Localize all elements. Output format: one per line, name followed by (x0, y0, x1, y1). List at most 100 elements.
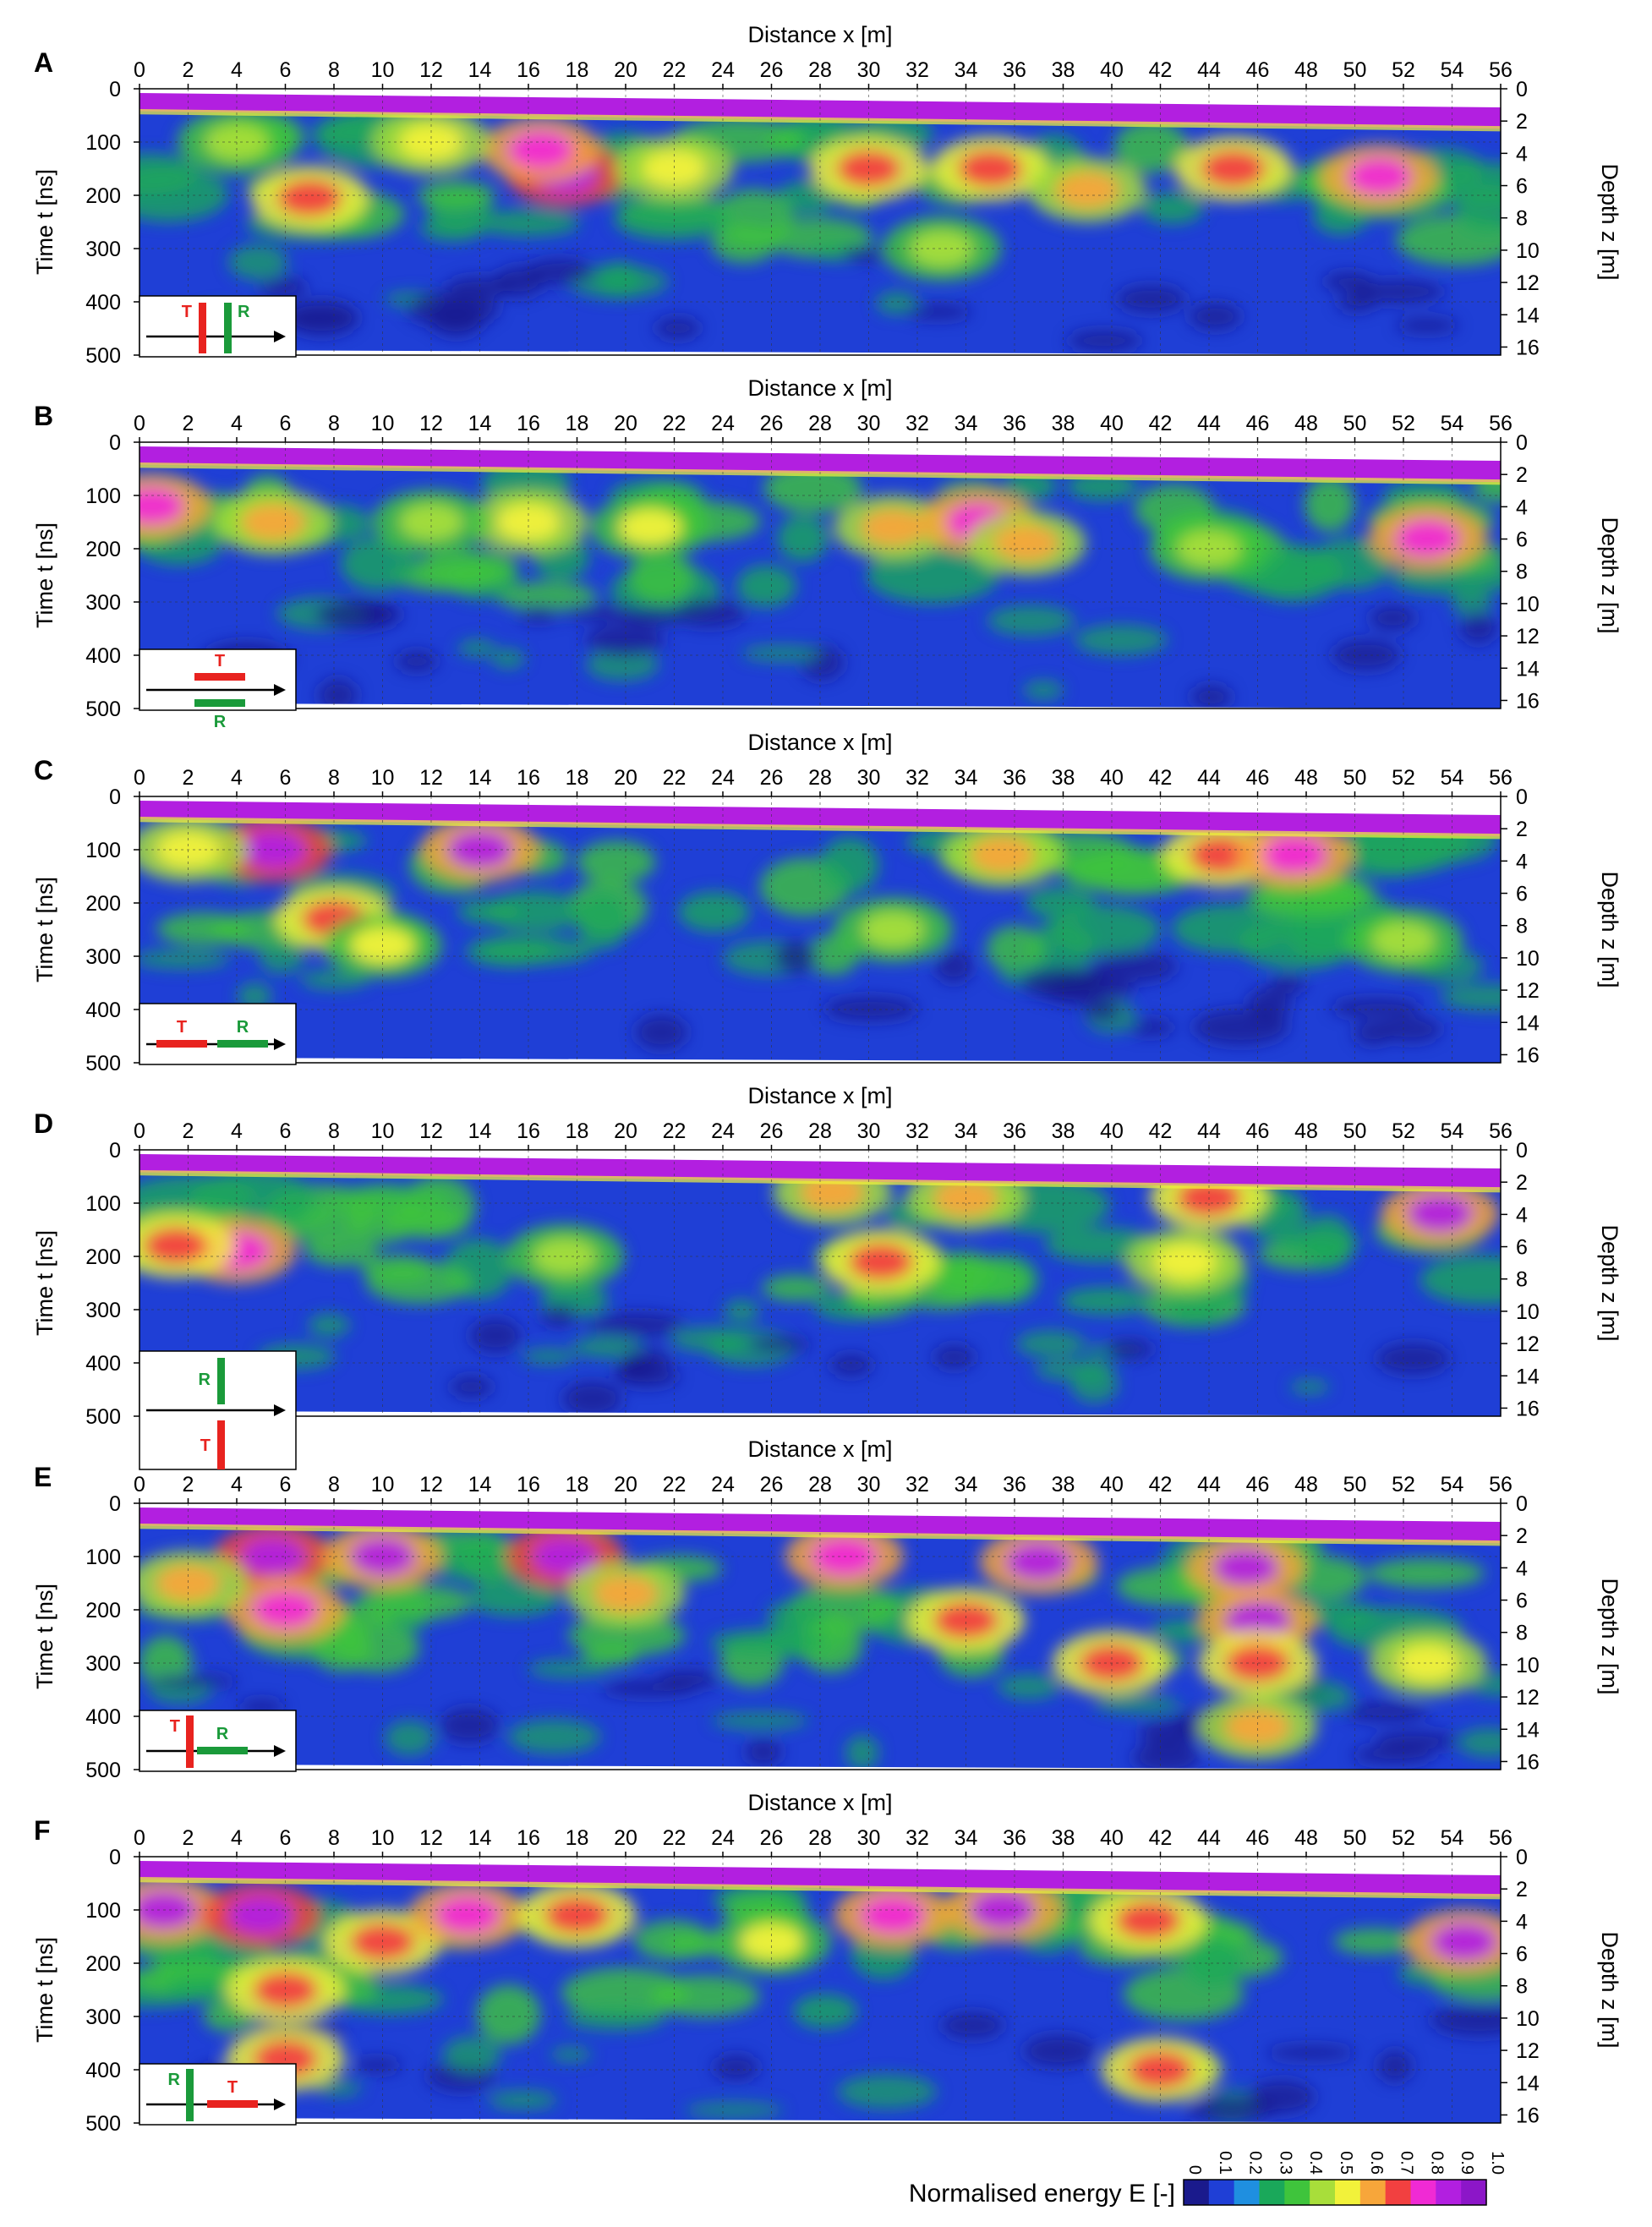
depth-tick-label: 2 (1516, 110, 1528, 134)
depth-tick-label: 12 (1516, 271, 1540, 295)
x-tick-label: 50 (1343, 1119, 1367, 1143)
x-tick-label: 40 (1100, 1119, 1124, 1143)
x-tick-label: 54 (1441, 766, 1464, 790)
x-tick-label: 52 (1392, 1473, 1415, 1497)
colorbar-swatch (1436, 2180, 1462, 2205)
x-tick-label: 18 (566, 1119, 589, 1143)
x-tick-label: 34 (955, 1826, 978, 1850)
x-tick-label: 56 (1489, 1826, 1513, 1850)
x-tick-label: 16 (517, 1473, 540, 1497)
x-tick-label: 10 (371, 58, 395, 82)
x-tick-label: 46 (1246, 1826, 1270, 1850)
x-tick-label: 54 (1441, 1473, 1464, 1497)
depth-tick-label: 0 (1516, 785, 1528, 809)
depth-tick-label: 6 (1516, 175, 1528, 199)
x-tick-label: 18 (566, 412, 589, 435)
depth-tick-label: 6 (1516, 1943, 1528, 1967)
x-tick-label: 14 (468, 1473, 492, 1497)
y-tick-label: 500 (85, 2112, 121, 2136)
colorbar-tick-label: 0.5 (1337, 2151, 1355, 2175)
y-tick-label: 0 (109, 1492, 121, 1516)
x-tick-label: 36 (1003, 412, 1026, 435)
x-tick-label: 38 (1052, 1473, 1075, 1497)
panel-a: 0 2 4 6 8 10 12 14 16 18 20 22 24 26 28 30 32 34 36 38 40 42 4… (32, 22, 1622, 368)
x-tick-label: 54 (1441, 412, 1464, 435)
x-tick-label: 30 (857, 412, 881, 435)
panel-label: B (34, 401, 53, 431)
x-tick-label: 20 (614, 1826, 637, 1850)
y-tick-label: 100 (85, 839, 121, 862)
x-tick-label: 14 (468, 1119, 492, 1143)
x-tick-label: 2 (183, 1473, 194, 1497)
x-tick-label: 48 (1294, 412, 1318, 435)
x-tick-label: 4 (231, 412, 243, 435)
x-tick-label: 22 (663, 1826, 687, 1850)
x-tick-label: 34 (955, 766, 978, 790)
colorbar-label: Normalised energy E [-] (909, 2180, 1175, 2208)
x-tick-label: 30 (857, 1119, 881, 1143)
depth-tick-label: 8 (1516, 1268, 1528, 1292)
x-tick-label: 40 (1100, 58, 1124, 82)
x-tick-label: 48 (1294, 1119, 1318, 1143)
y-tick-label: 0 (109, 1139, 121, 1163)
x-tick-label: 46 (1246, 412, 1270, 435)
x-axis-label: Distance x [m] (747, 375, 892, 401)
x-tick-label: 38 (1052, 1119, 1075, 1143)
y-tick-label: 100 (85, 484, 121, 508)
y-tick-label: 200 (85, 1599, 121, 1622)
x-tick-label: 8 (328, 412, 340, 435)
x-tick-label: 28 (808, 1473, 832, 1497)
x-tick-label: 52 (1392, 1826, 1415, 1850)
x-tick-label: 52 (1392, 1119, 1415, 1143)
panel-label: D (34, 1108, 53, 1139)
x-tick-label: 6 (280, 412, 292, 435)
x-tick-label: 30 (857, 58, 881, 82)
transmitter-label: T (200, 1436, 211, 1455)
x-tick-label: 24 (711, 1826, 735, 1850)
panels: 0 2 4 6 8 10 12 14 16 18 20 22 24 26 28 30 32 34 36 38 40 42 4… (32, 22, 1622, 2136)
radargram (139, 1857, 1501, 2123)
depth-tick-label: 2 (1516, 1171, 1528, 1195)
x-tick-label: 32 (905, 766, 929, 790)
depth-tick-label: 14 (1516, 1011, 1540, 1035)
y-axis-label: Time t [ns] (32, 1937, 57, 2043)
x-tick-label: 22 (663, 412, 687, 435)
depth-tick-label: 8 (1516, 561, 1528, 584)
x-tick-label: 16 (517, 1119, 540, 1143)
x-tick-label: 28 (808, 58, 832, 82)
y-tick-label: 400 (85, 2059, 121, 2082)
depth-tick-label: 0 (1516, 431, 1528, 455)
y-axis-label: Time t [ns] (32, 1230, 57, 1336)
colorbar-tick-label: 0.2 (1246, 2151, 1265, 2175)
x-tick-label: 44 (1197, 58, 1221, 82)
x-tick-label: 22 (663, 58, 687, 82)
antenna-inset: TR (139, 648, 297, 731)
depth-tick-label: 4 (1516, 1910, 1528, 1934)
y-tick-label: 500 (85, 698, 121, 721)
x-tick-label: 8 (328, 58, 340, 82)
y-tick-label: 300 (85, 591, 121, 615)
y-tick-label: 200 (85, 1952, 121, 1976)
x-tick-label: 22 (663, 1473, 687, 1497)
x-tick-label: 38 (1052, 766, 1075, 790)
colorbar-tick-label: 0.9 (1458, 2151, 1476, 2175)
x-tick-label: 56 (1489, 1119, 1513, 1143)
depth-tick-label: 14 (1516, 1718, 1540, 1742)
depth-tick-label: 8 (1516, 207, 1528, 231)
depth-tick-label: 12 (1516, 625, 1540, 648)
x-tick-label: 36 (1003, 766, 1026, 790)
x-tick-label: 12 (419, 766, 443, 790)
y-axis-label: Time t [ns] (32, 523, 57, 628)
y-tick-label: 100 (85, 1192, 121, 1216)
x-tick-label: 32 (905, 1119, 929, 1143)
x-tick-label: 26 (760, 1826, 784, 1850)
x-tick-label: 20 (614, 1473, 637, 1497)
x-tick-label: 6 (280, 1826, 292, 1850)
transmitter-label: T (227, 2078, 238, 2097)
x-tick-label: 26 (760, 1473, 784, 1497)
y-tick-label: 500 (85, 344, 121, 368)
depth-tick-label: 12 (1516, 1686, 1540, 1710)
y-tick-label: 500 (85, 1405, 121, 1429)
depth-tick-label: 0 (1516, 78, 1528, 101)
